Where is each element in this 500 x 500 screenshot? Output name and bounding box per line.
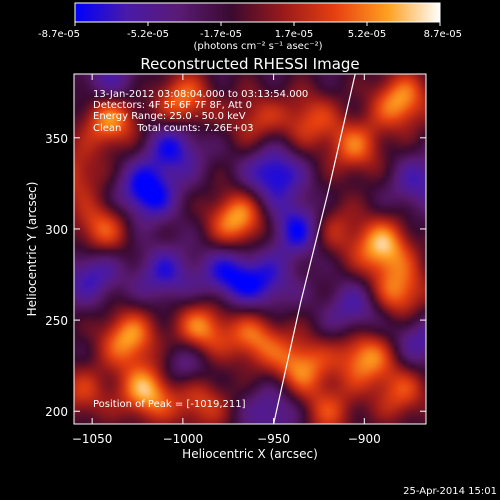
- footer-timestamp: 25-Apr-2014 15:01: [403, 486, 497, 497]
- colorbar-tick-label: -1.7e-05: [200, 29, 242, 40]
- y-axis-label: Heliocentric Y (arcsec): [25, 182, 39, 317]
- x-tick-label: −950: [257, 432, 290, 446]
- annotation-detectors: Detectors: 4F 5F 6F 7F 8F, Att 0: [93, 100, 252, 111]
- annotation-block: 13-Jan-2012 03:08:04.000 to 03:13:54.000…: [93, 89, 308, 410]
- x-axis-label: Heliocentric X (arcsec): [182, 447, 318, 461]
- colorbar-tick-label: -8.7e-05: [38, 29, 80, 40]
- y-tick-label: 300: [45, 223, 68, 237]
- annotation-clean-counts: Clean Total counts: 7.26E+03: [93, 123, 253, 134]
- colorbar-units: (photons cm⁻² s⁻¹ asec⁻²): [193, 41, 322, 52]
- x-tick-label: −1000: [163, 432, 204, 446]
- colorbar-tick-label: 8.7e-05: [424, 29, 462, 40]
- chart-title: Reconstructed RHESSI Image: [140, 55, 359, 73]
- y-axis-ticks: 200 250 300 350: [45, 132, 426, 419]
- y-tick-label: 200: [45, 405, 68, 419]
- annotation-peak-position: Position of Peak = [-1019,211]: [93, 399, 246, 410]
- y-tick-label: 350: [45, 132, 68, 146]
- x-axis-ticks: −1050 −1000 −950 −900: [72, 74, 381, 446]
- x-tick-label: −900: [348, 432, 381, 446]
- y-tick-label: 250: [45, 314, 68, 328]
- x-tick-label: −1050: [72, 432, 113, 446]
- colorbar-tick-label: 1.7e-05: [275, 29, 313, 40]
- solar-limb-curve: [273, 74, 356, 424]
- colorbar-tick-label: 5.2e-05: [348, 29, 386, 40]
- annotation-energy-range: Energy Range: 25.0 - 50.0 keV: [93, 111, 246, 122]
- colorbar-tick-label: -5.2e-05: [127, 29, 169, 40]
- colorbar: [74, 2, 441, 23]
- heatmap-image: [74, 74, 426, 424]
- colorbar-ticks: -8.7e-05 -5.2e-05 -1.7e-05 1.7e-05 5.2e-05 8.…: [38, 22, 462, 40]
- plot-frame: [73, 73, 427, 425]
- annotation-time-range: 13-Jan-2012 03:08:04.000 to 03:13:54.000: [93, 89, 308, 100]
